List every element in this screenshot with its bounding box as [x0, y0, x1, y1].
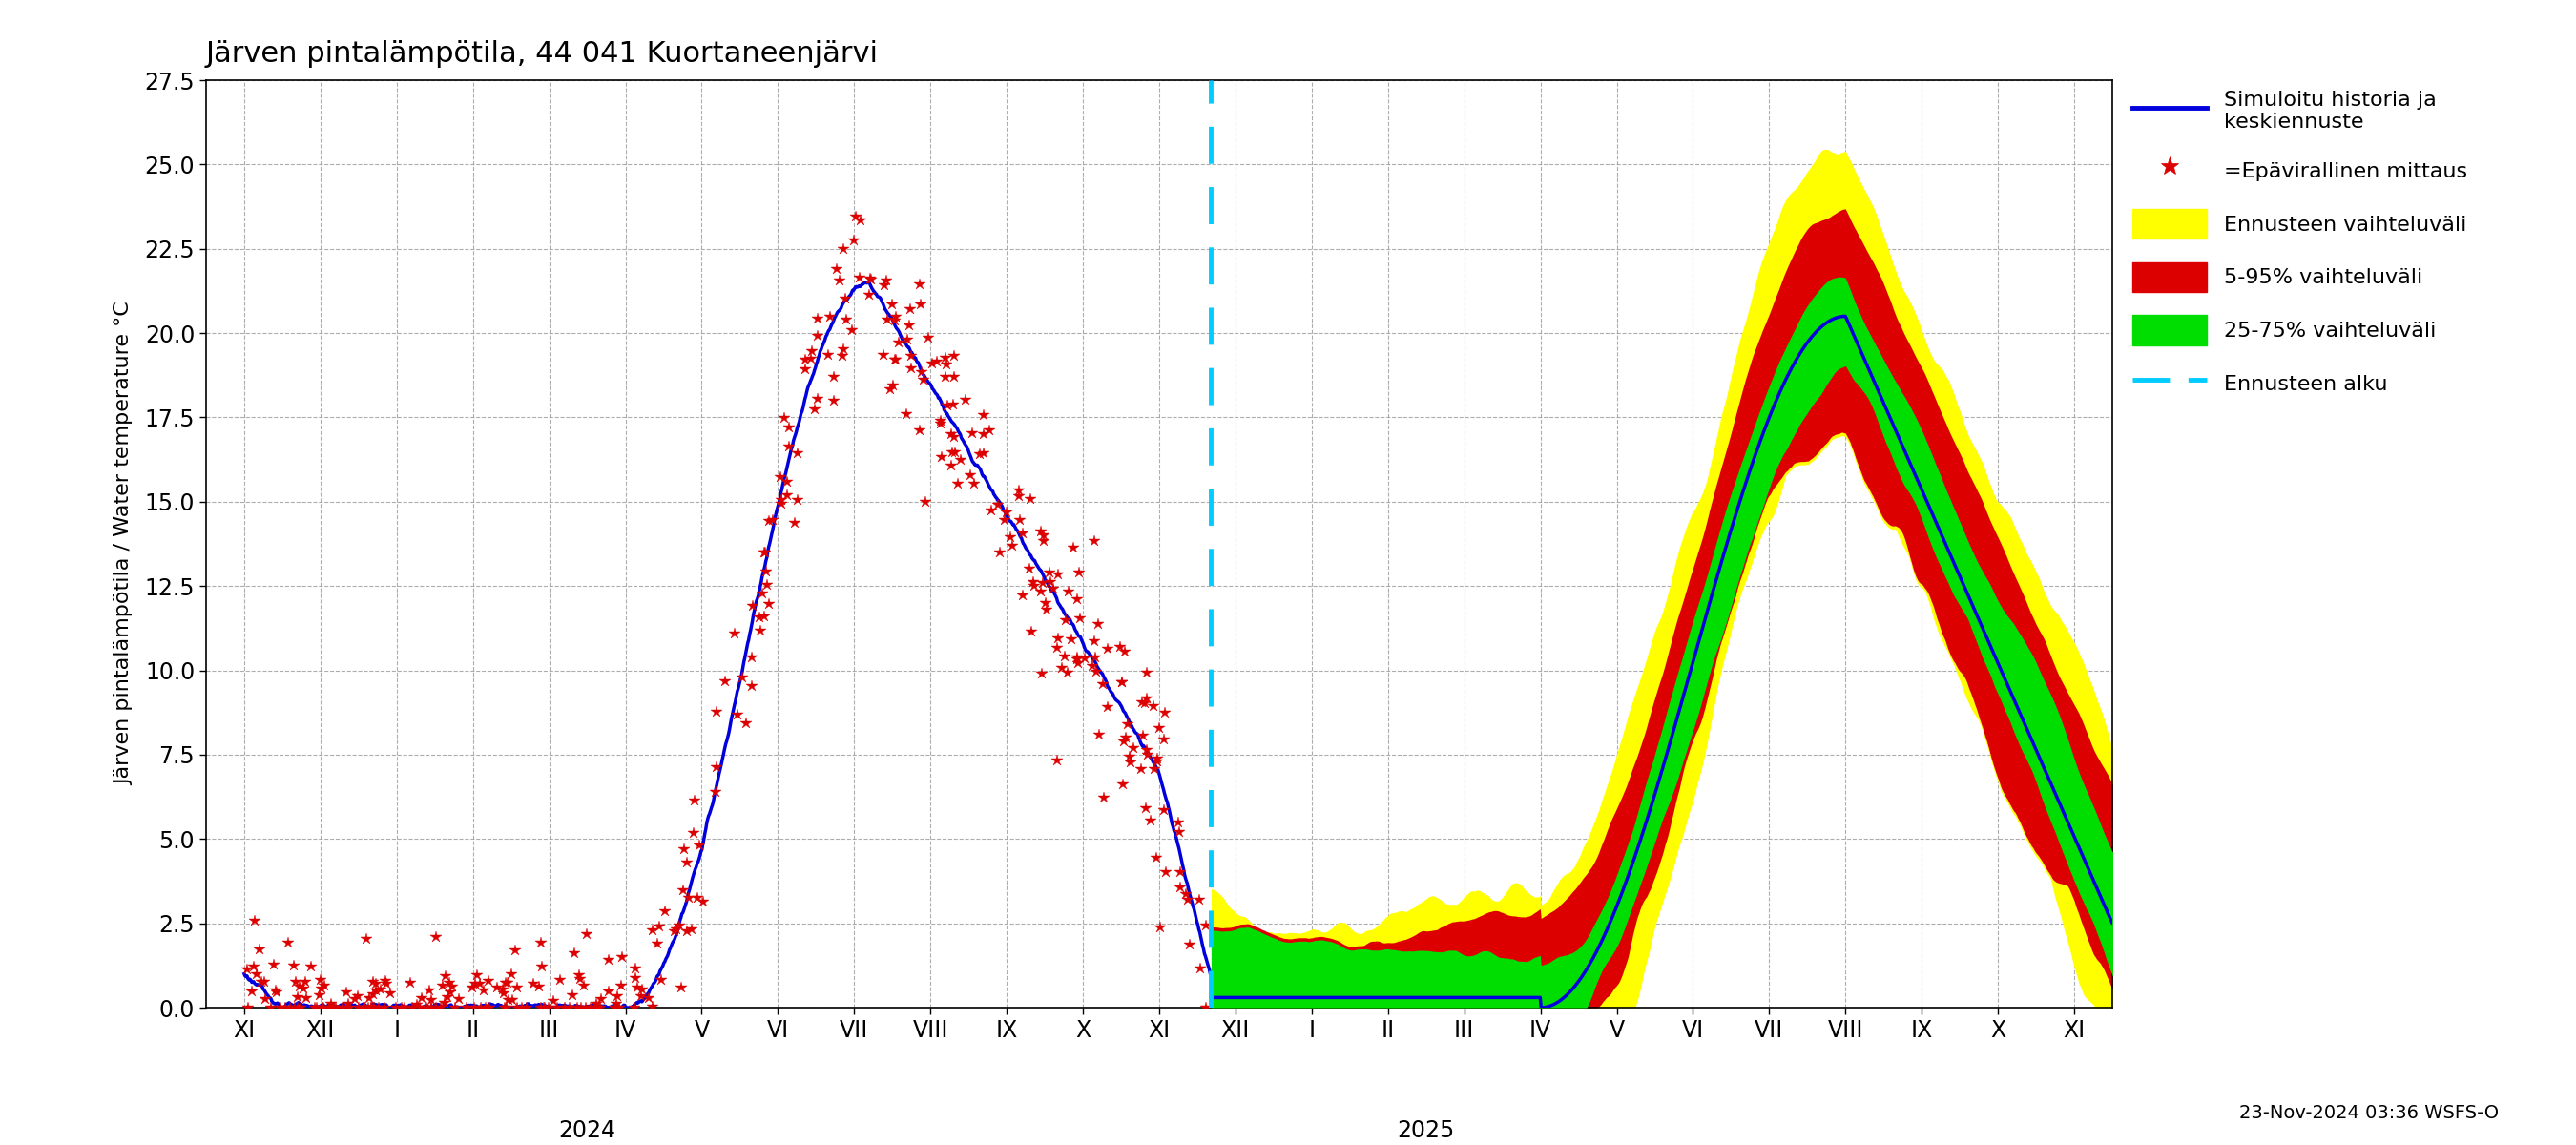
Text: 2025: 2025	[1396, 1119, 1455, 1142]
Text: Järven pintalämpötila, 44 041 Kuortaneenjärvi: Järven pintalämpötila, 44 041 Kuortaneen…	[206, 40, 878, 68]
Legend: Simuloitu historia ja
keskiennuste, =Epävirallinen mittaus, Ennusteen vaihteluvä: Simuloitu historia ja keskiennuste, =Epä…	[2133, 90, 2468, 398]
Text: 2024: 2024	[559, 1119, 616, 1142]
Y-axis label: Järven pintalämpötila / Water temperature °C: Järven pintalämpötila / Water temperatur…	[116, 302, 134, 785]
Text: 23-Nov-2024 03:36 WSFS-O: 23-Nov-2024 03:36 WSFS-O	[2239, 1104, 2499, 1122]
